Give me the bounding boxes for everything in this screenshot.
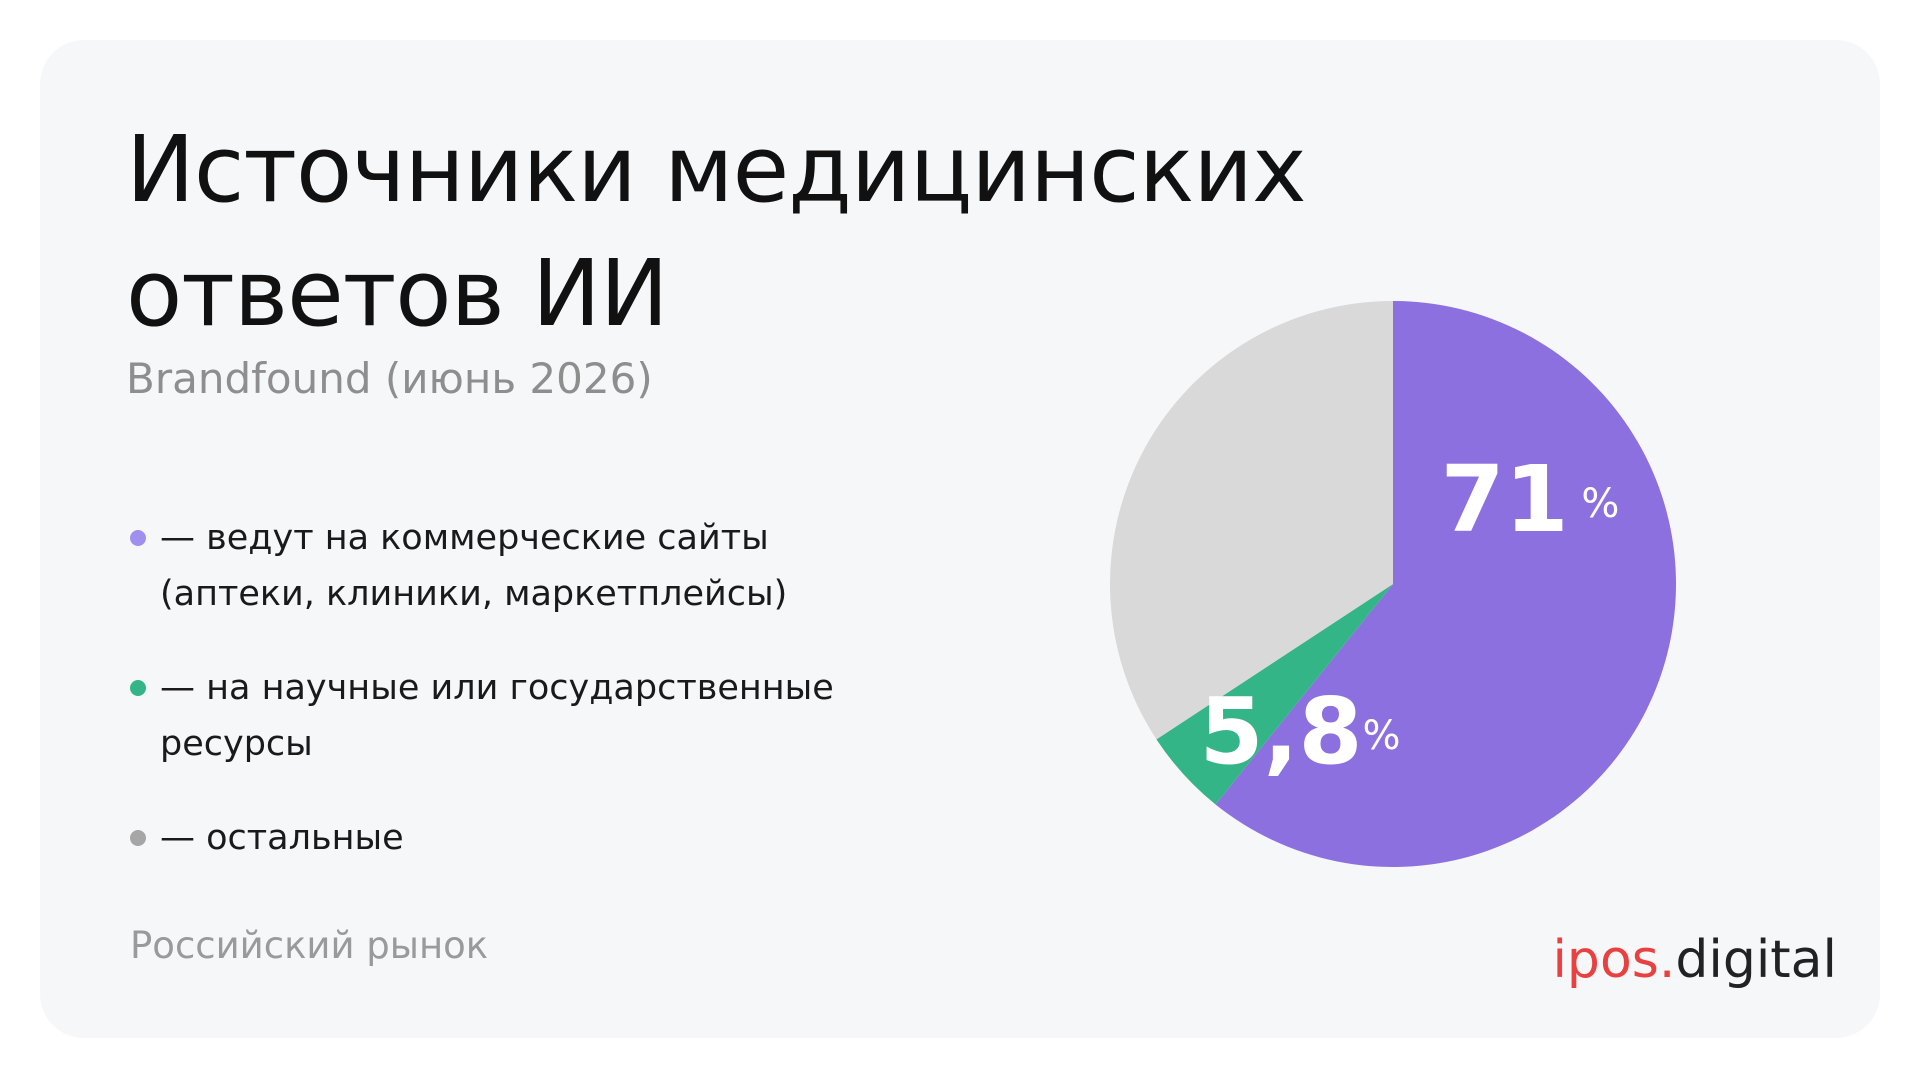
legend-dot: [130, 530, 146, 546]
legend-label: — на научные или государственные ресурсы: [160, 668, 834, 764]
pie-slice: [1156, 584, 1393, 805]
legend-item: — на научные или государственные ресурсы: [130, 660, 834, 772]
value-label: 5,8%: [1200, 678, 1401, 785]
legend-label: — остальные: [160, 818, 404, 858]
legend-item: — ведут на коммерческие сайты (аптеки, к…: [130, 510, 834, 622]
legend-dot: [130, 830, 146, 846]
value-number: 5,8: [1200, 678, 1363, 785]
value-unit: %: [1569, 481, 1620, 527]
value-number: 71: [1441, 446, 1569, 553]
chart-title: Источники медицинских ответов ИИ: [126, 116, 1307, 347]
legend-label: — ведут на коммерческие сайты (аптеки, к…: [160, 518, 788, 614]
legend: — ведут на коммерческие сайты (аптеки, к…: [130, 510, 834, 904]
value-unit: %: [1362, 713, 1400, 759]
legend-item: — остальные: [130, 810, 834, 866]
logo: ipos.digital: [1552, 930, 1837, 990]
footnote: Российский рынок: [130, 924, 489, 967]
legend-dot: [130, 680, 146, 696]
pie-slice: [1215, 301, 1676, 868]
subtitle: Brandfound (июнь 2026): [126, 354, 653, 403]
pie-slice: [1110, 301, 1393, 740]
logo-text: digital: [1675, 930, 1837, 990]
logo-accent: ipos.: [1552, 930, 1676, 990]
value-label: 71 %: [1441, 446, 1620, 553]
